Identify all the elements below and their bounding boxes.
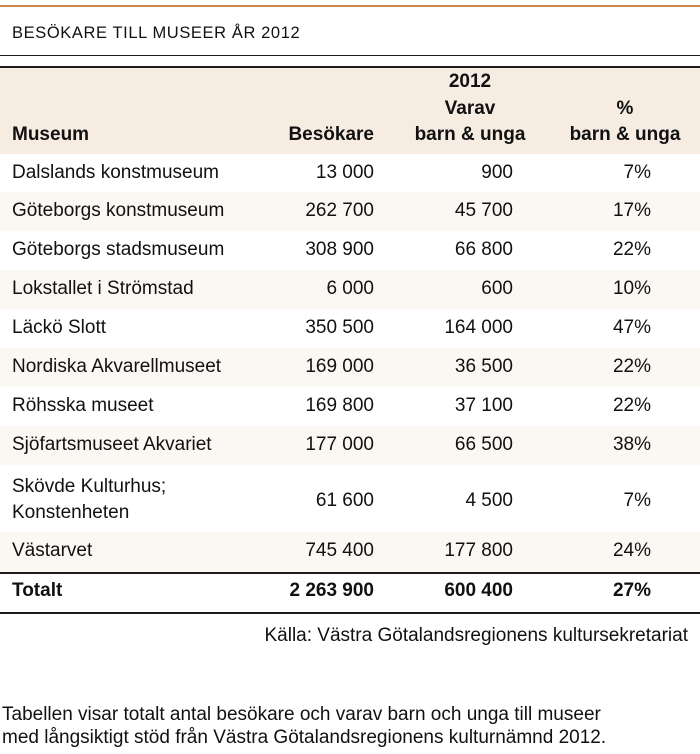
visitors-cell: 169 800 xyxy=(305,395,374,416)
pct-cell: 10% xyxy=(612,278,651,299)
visitors-cell: 61 600 xyxy=(315,490,374,511)
table-row xyxy=(0,348,700,387)
table-row xyxy=(0,387,700,426)
total-youth: 600 400 xyxy=(444,580,513,601)
header-top-rule xyxy=(0,66,700,68)
youth-cell: 66 500 xyxy=(454,434,513,455)
museum-name: Läckö Slott xyxy=(12,317,106,338)
pct-cell: 24% xyxy=(612,540,651,561)
youth-cell: 164 000 xyxy=(444,317,513,338)
total-label: Totalt xyxy=(12,580,63,601)
visitors-cell: 169 000 xyxy=(305,356,374,377)
title-divider xyxy=(0,55,700,56)
youth-cell: 177 800 xyxy=(444,540,513,561)
visitors-cell: 177 000 xyxy=(305,434,374,455)
top-accent-rule xyxy=(0,5,700,7)
museum-name: Göteborgs konstmuseum xyxy=(12,200,225,221)
total-pct: 27% xyxy=(612,580,651,601)
pct-cell: 17% xyxy=(612,200,651,221)
museum-name-line-2: Konstenheten xyxy=(12,502,130,523)
total-visitors: 2 263 900 xyxy=(289,580,374,601)
table-row xyxy=(0,192,700,231)
youth-cell: 45 700 xyxy=(454,200,513,221)
museum-name: Göteborgs stadsmuseum xyxy=(12,239,225,260)
pct-cell: 22% xyxy=(612,395,651,416)
pct-cell: 38% xyxy=(612,434,651,455)
caption: Tabellen visar totalt antal besökare och… xyxy=(2,703,606,749)
museum-name: Västarvet xyxy=(12,540,93,561)
caption-line-2: med långsiktigt stöd från Västra Götalan… xyxy=(2,727,607,748)
header-varav-sub: barn & unga xyxy=(414,124,526,145)
museum-name: Nordiska Akvarellmuseet xyxy=(12,356,222,377)
museum-name: Sjöfartsmuseet Akvariet xyxy=(12,434,212,455)
museum-name: Dalslands konstmuseum xyxy=(12,162,219,183)
museum-name: Lokstallet i Strömstad xyxy=(12,278,194,299)
visitors-cell: 13 000 xyxy=(315,162,374,183)
header-visitors: Besökare xyxy=(288,124,374,145)
visitors-cell: 308 900 xyxy=(305,239,374,260)
total-top-rule xyxy=(0,572,700,574)
pct-cell: 22% xyxy=(612,356,651,377)
pct-cell: 47% xyxy=(612,317,651,338)
table-row xyxy=(0,426,700,465)
header-year: 2012 xyxy=(448,71,492,92)
youth-cell: 37 100 xyxy=(454,395,513,416)
table-header xyxy=(0,67,700,154)
table-row xyxy=(0,532,700,572)
youth-cell: 4 500 xyxy=(465,490,513,511)
visitors-cell: 262 700 xyxy=(305,200,374,221)
pct-cell: 22% xyxy=(612,239,651,260)
youth-cell: 900 xyxy=(481,162,513,183)
visitors-cell: 745 400 xyxy=(305,540,374,561)
visitors-cell: 350 500 xyxy=(305,317,374,338)
visitors-cell: 6 000 xyxy=(326,278,374,299)
table-row xyxy=(0,465,700,532)
header-pct-sub: barn & unga xyxy=(569,124,681,145)
header-varav: Varav xyxy=(444,98,496,119)
pct-cell: 7% xyxy=(623,162,651,183)
table-row xyxy=(0,154,700,192)
pct-cell: 7% xyxy=(623,490,651,511)
source-note: Källa: Västra Götalandsregionens kulturs… xyxy=(264,625,688,646)
caption-line-1: Tabellen visar totalt antal besökare och… xyxy=(2,704,601,725)
youth-cell: 66 800 xyxy=(454,239,513,260)
museum-name: Röhsska museet xyxy=(12,395,154,416)
header-museum: Museum xyxy=(12,124,90,145)
table-row xyxy=(0,309,700,348)
youth-cell: 600 xyxy=(481,278,513,299)
header-pct: % xyxy=(616,98,634,119)
youth-cell: 36 500 xyxy=(454,356,513,377)
table-row xyxy=(0,231,700,270)
museum-name: Skövde Kulturhus; xyxy=(12,476,167,497)
table-title: BESÖKARE TILL MUSEER ÅR 2012 xyxy=(12,24,301,42)
total-bottom-rule xyxy=(0,612,700,614)
table-row xyxy=(0,270,700,309)
